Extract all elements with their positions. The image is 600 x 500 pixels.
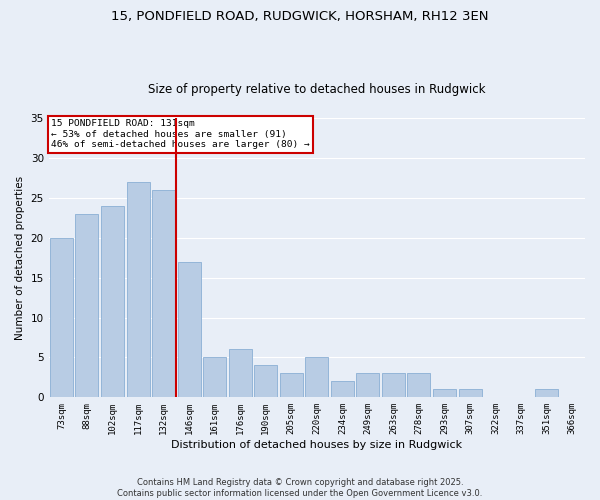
Bar: [356, 374, 379, 398]
Bar: [254, 366, 277, 398]
Text: 15 PONDFIELD ROAD: 131sqm
← 53% of detached houses are smaller (91)
46% of semi-: 15 PONDFIELD ROAD: 131sqm ← 53% of detac…: [52, 120, 310, 149]
Bar: [76, 214, 98, 398]
Bar: [433, 390, 456, 398]
Bar: [458, 390, 482, 398]
Bar: [152, 190, 175, 398]
Bar: [203, 358, 226, 398]
Text: Contains HM Land Registry data © Crown copyright and database right 2025.
Contai: Contains HM Land Registry data © Crown c…: [118, 478, 482, 498]
Bar: [407, 374, 430, 398]
Bar: [382, 374, 405, 398]
Bar: [305, 358, 328, 398]
Bar: [229, 350, 252, 398]
Title: Size of property relative to detached houses in Rudgwick: Size of property relative to detached ho…: [148, 83, 485, 96]
Text: 15, PONDFIELD ROAD, RUDGWICK, HORSHAM, RH12 3EN: 15, PONDFIELD ROAD, RUDGWICK, HORSHAM, R…: [111, 10, 489, 23]
Y-axis label: Number of detached properties: Number of detached properties: [15, 176, 25, 340]
Bar: [50, 238, 73, 398]
Bar: [535, 390, 558, 398]
Bar: [331, 382, 354, 398]
Bar: [101, 206, 124, 398]
Bar: [178, 262, 200, 398]
X-axis label: Distribution of detached houses by size in Rudgwick: Distribution of detached houses by size …: [171, 440, 463, 450]
Bar: [127, 182, 149, 398]
Bar: [280, 374, 303, 398]
